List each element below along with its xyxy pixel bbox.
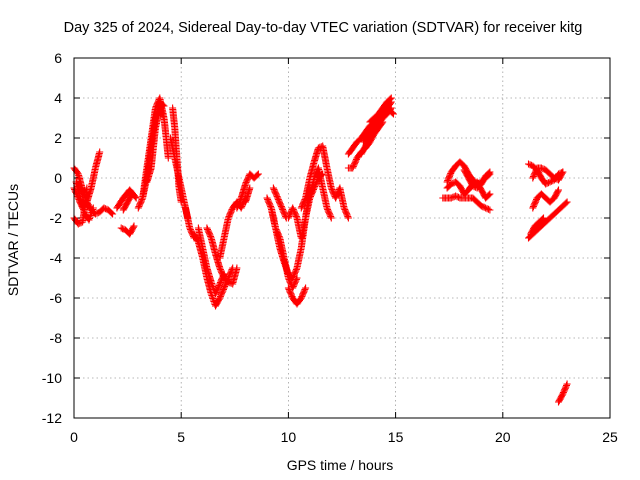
data-series-segment (297, 142, 340, 212)
y-tick-label: -10 (42, 370, 62, 386)
data-points (70, 94, 571, 406)
data-series-segment (527, 214, 547, 238)
data-series-segment (119, 190, 136, 214)
y-tick-label: -8 (50, 330, 63, 346)
data-point-marks (269, 184, 290, 222)
x-tick-label: 5 (177, 429, 185, 445)
data-point-marks (529, 186, 562, 212)
y-tick-label: -12 (42, 410, 62, 426)
data-point-marks (332, 184, 352, 222)
data-series-segment (332, 184, 352, 222)
data-point-marks (143, 104, 168, 186)
data-point-marks (203, 224, 241, 288)
y-tick-label: 4 (54, 90, 62, 106)
grid-lines (74, 58, 610, 418)
chart-title: Day 325 of 2024, Sidereal Day-to-day VTE… (64, 20, 583, 36)
data-point-marks (527, 214, 547, 238)
data-point-marks (284, 284, 310, 308)
y-tick-label: 2 (54, 130, 62, 146)
x-tick-label: 20 (495, 429, 511, 445)
x-tick-label: 15 (388, 429, 404, 445)
data-series-segment (529, 186, 562, 212)
plot-frame (73, 57, 611, 419)
data-series-segment (143, 104, 168, 186)
data-series-segment (242, 184, 254, 206)
data-series-segment (269, 184, 290, 222)
data-point-marks (555, 380, 571, 406)
data-point-marks (119, 190, 136, 214)
data-point-marks (117, 222, 138, 238)
data-point-marks (216, 194, 249, 262)
data-series-segment (359, 106, 397, 146)
data-point-marks (297, 142, 340, 212)
y-tick-label: 6 (54, 50, 62, 66)
x-tick-label: 25 (602, 429, 618, 445)
data-point-marks (72, 178, 97, 224)
data-point-marks (233, 170, 262, 212)
x-tick-label: 0 (70, 429, 78, 445)
data-series-segment (284, 284, 310, 308)
data-series-segment (72, 178, 97, 224)
data-point-marks (306, 170, 327, 202)
data-series-segment (203, 224, 241, 288)
data-series-segment (555, 380, 571, 406)
data-series-segment (460, 166, 494, 192)
y-axis-label: SDTVAR / TECUs (5, 184, 21, 296)
data-point-marks (242, 184, 254, 206)
data-series-segment (366, 94, 395, 126)
x-tick-label: 10 (281, 429, 297, 445)
data-series-segment (267, 204, 301, 292)
y-tick-label: -6 (50, 290, 63, 306)
data-point-marks (359, 106, 397, 146)
data-series-segment (529, 164, 567, 184)
y-tick-label: 0 (54, 170, 62, 186)
x-axis-label: GPS time / hours (287, 457, 394, 473)
data-series-segment (216, 194, 249, 262)
data-series-segment (194, 224, 228, 298)
data-point-marks (366, 94, 395, 126)
data-point-marks (529, 164, 567, 184)
data-point-marks (460, 166, 494, 192)
data-point-marks (194, 224, 228, 298)
y-tick-label: -2 (50, 210, 63, 226)
axis-ticks: 0 5 10 15 20 25 -12 -10 -8 -6 -4 -2 0 2 4 6 (42, 50, 618, 445)
data-series-segment (306, 170, 327, 202)
data-series-segment (233, 170, 262, 212)
data-point-marks (439, 192, 494, 214)
y-tick-label: -4 (50, 250, 63, 266)
data-point-marks (267, 204, 301, 292)
data-series-segment (117, 222, 138, 238)
data-series-segment (439, 192, 494, 214)
